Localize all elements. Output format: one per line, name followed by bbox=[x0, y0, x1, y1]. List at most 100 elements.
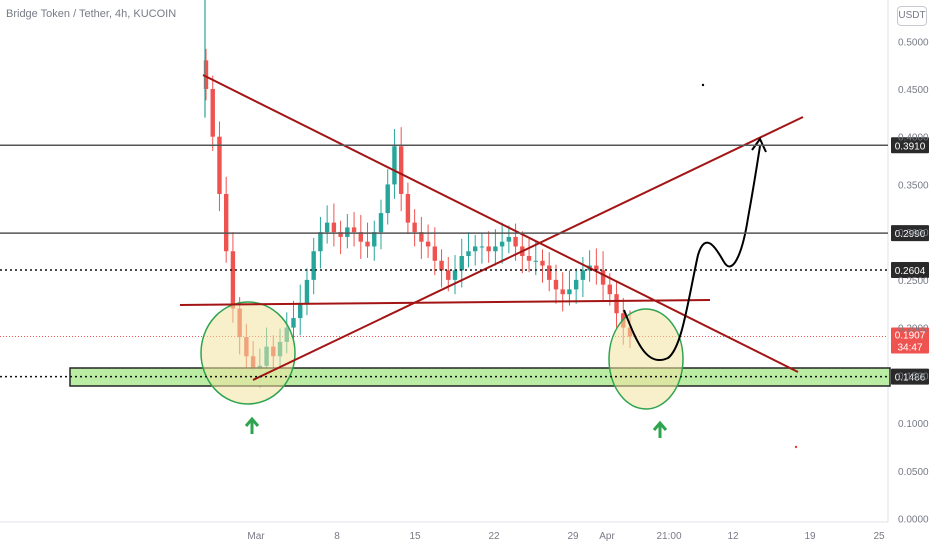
x-tick-label: 22 bbox=[488, 531, 500, 542]
candle-body bbox=[345, 227, 350, 237]
candle-body bbox=[385, 184, 390, 214]
y-tick-label: 0.0500 bbox=[898, 467, 929, 478]
level-price-tag bbox=[891, 137, 929, 154]
candle-body bbox=[405, 193, 411, 223]
stray-dot bbox=[701, 83, 705, 87]
x-tick-label: 21:00 bbox=[656, 531, 681, 542]
level-price-tag bbox=[891, 225, 929, 242]
ascending-trendline bbox=[252, 116, 804, 381]
y-tick-label: 0.1000 bbox=[898, 419, 929, 430]
candle-body bbox=[506, 236, 512, 242]
level-price-label: 0.2604 bbox=[895, 266, 926, 277]
x-tick-label: 25 bbox=[873, 531, 885, 542]
candle-body bbox=[419, 232, 424, 242]
candle-body bbox=[398, 146, 404, 194]
candle-body bbox=[600, 270, 606, 285]
candle-body bbox=[486, 246, 491, 252]
y-tick-label: 0.5000 bbox=[898, 37, 929, 48]
level-price-tag bbox=[891, 368, 929, 385]
candle-body bbox=[412, 222, 417, 233]
x-tick-label: 12 bbox=[727, 531, 739, 542]
candle-body bbox=[452, 270, 458, 280]
level-price-label: 0.3910 bbox=[895, 141, 926, 152]
right-bottom-circle bbox=[608, 308, 684, 410]
candle-body bbox=[439, 260, 444, 271]
candle-body bbox=[526, 256, 532, 261]
chart-symbol-title: Bridge Token / Tether, 4h, KUCOIN bbox=[6, 8, 177, 20]
y-tick-label: 0.5500 bbox=[898, 0, 929, 1]
candle-body bbox=[540, 260, 545, 266]
y-tick-label: 0.2500 bbox=[898, 276, 929, 287]
candle-body bbox=[230, 251, 236, 309]
candle-body bbox=[210, 88, 215, 137]
descending-trendline bbox=[202, 74, 799, 373]
candle-body bbox=[560, 289, 565, 295]
y-tick-label: 0.0000 bbox=[898, 515, 929, 526]
up-arrow-icon bbox=[652, 420, 668, 438]
current-price-tag bbox=[891, 327, 929, 354]
candle-body bbox=[311, 251, 316, 280]
left-bottom-circle bbox=[200, 301, 296, 405]
candle-body bbox=[459, 256, 464, 271]
x-tick-label: Mar bbox=[247, 531, 265, 542]
level-price-label: 0.1486 bbox=[895, 373, 926, 384]
axis-labels: 0.0000 0.0500 0.1000 0.1500 0.2000 0.2500 0.30… bbox=[247, 0, 929, 542]
y-tick-label: 0.2000 bbox=[898, 324, 929, 335]
candle-body bbox=[291, 318, 296, 328]
y-tick-label: 0.4500 bbox=[898, 85, 929, 96]
projection-arrowhead bbox=[751, 137, 767, 153]
candle-body bbox=[358, 232, 363, 242]
candle-body bbox=[607, 284, 613, 295]
candle-body bbox=[223, 193, 229, 252]
candle-body bbox=[533, 260, 538, 262]
candle-body bbox=[304, 279, 310, 304]
y-tick-label: 0.3000 bbox=[898, 228, 929, 239]
candle-body bbox=[614, 294, 619, 314]
candle-body bbox=[392, 146, 397, 185]
candle-body bbox=[318, 232, 323, 252]
candle-body bbox=[567, 289, 572, 295]
x-tick-label: 8 bbox=[334, 531, 340, 542]
candle-body bbox=[217, 136, 222, 194]
projection-path bbox=[623, 145, 761, 361]
candle-body bbox=[466, 251, 471, 257]
y-tick-label: 0.4000 bbox=[898, 133, 929, 144]
y-tick-label: 0.1500 bbox=[898, 371, 929, 382]
candle-body bbox=[324, 222, 330, 233]
candle-body bbox=[580, 270, 586, 280]
candle-countdown: 34:47 bbox=[897, 342, 922, 353]
stray-red-dot bbox=[794, 445, 798, 449]
candle-body bbox=[473, 246, 478, 252]
x-tick-label: 29 bbox=[567, 531, 579, 542]
candle-body bbox=[513, 236, 518, 247]
candle-body bbox=[493, 246, 498, 252]
current-price-label: 0.1907 bbox=[895, 330, 926, 341]
level-price-tag bbox=[891, 261, 929, 278]
axis-grid bbox=[0, 0, 889, 523]
candle-body bbox=[446, 270, 451, 280]
x-tick-label: 19 bbox=[804, 531, 816, 542]
candle-body bbox=[594, 265, 599, 271]
level-price-label: 0.2990 bbox=[895, 229, 926, 240]
annotation-layer bbox=[69, 74, 891, 449]
candle-body bbox=[203, 60, 209, 89]
candle-body bbox=[338, 232, 343, 237]
candle-body bbox=[378, 213, 384, 233]
candle-body bbox=[351, 227, 357, 233]
candle-body bbox=[365, 241, 370, 247]
y-tick-label: 0.3500 bbox=[898, 180, 929, 191]
candle-body bbox=[432, 246, 438, 261]
candle-body bbox=[425, 241, 431, 247]
horizontal-resistance-trendline bbox=[179, 299, 711, 306]
x-tick-label: Apr bbox=[599, 531, 615, 542]
candle-body bbox=[372, 232, 377, 247]
candle-body bbox=[479, 246, 485, 248]
up-arrow-icon bbox=[244, 416, 260, 434]
candle-body bbox=[331, 222, 337, 233]
candle-body bbox=[553, 279, 559, 290]
currency-badge[interactable]: USDT bbox=[897, 6, 927, 26]
candle-body bbox=[547, 265, 552, 280]
candle-body bbox=[573, 279, 579, 290]
